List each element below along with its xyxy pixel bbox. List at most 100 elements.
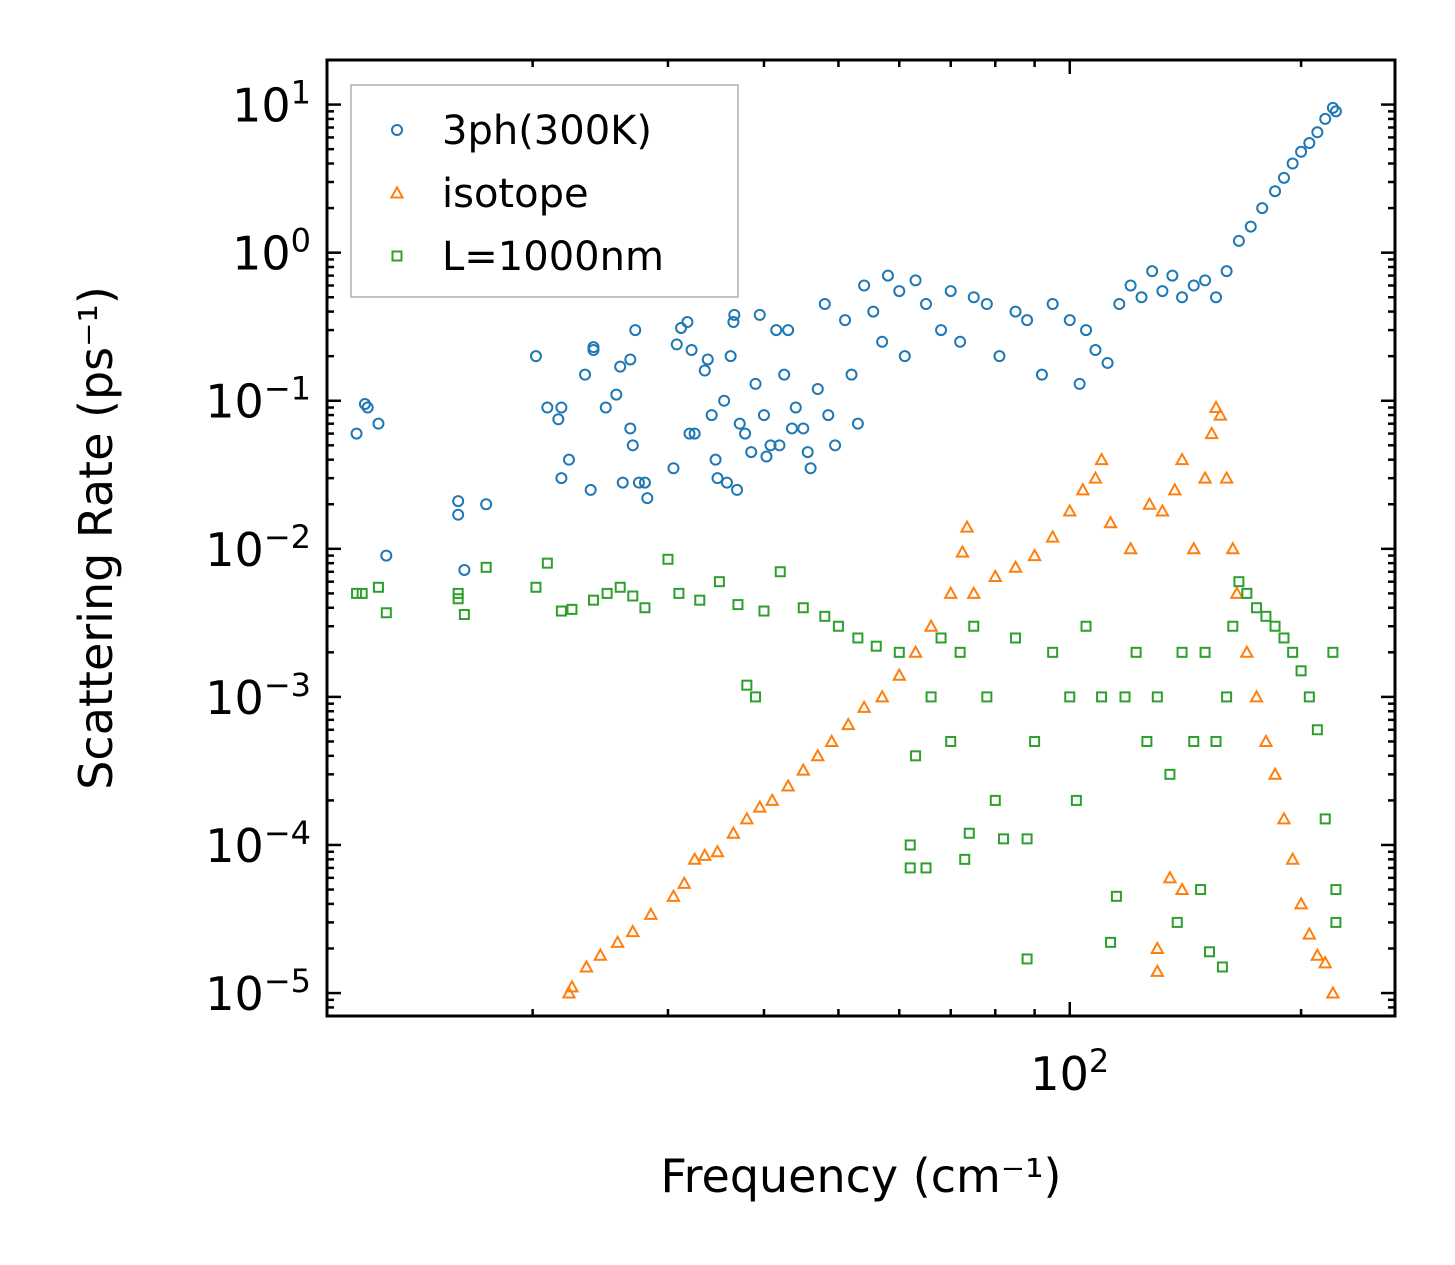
data-point bbox=[1233, 576, 1245, 588]
data-point bbox=[380, 549, 393, 562]
data-point bbox=[1330, 916, 1342, 928]
data-point bbox=[638, 476, 651, 489]
data-point bbox=[1269, 620, 1281, 632]
data-point bbox=[785, 422, 798, 435]
data-point bbox=[832, 620, 844, 632]
data-point bbox=[1249, 689, 1264, 703]
data-point bbox=[856, 699, 872, 713]
data-point bbox=[562, 453, 575, 466]
data-point bbox=[614, 581, 626, 593]
data-point bbox=[925, 691, 937, 703]
data-point bbox=[727, 316, 740, 329]
data-point bbox=[639, 602, 651, 614]
data-point bbox=[733, 417, 746, 430]
data-point bbox=[1046, 298, 1059, 311]
data-point bbox=[904, 862, 916, 874]
data-point bbox=[1105, 936, 1117, 948]
data-point bbox=[1204, 425, 1219, 440]
data-point bbox=[1295, 665, 1307, 677]
legend-box bbox=[350, 84, 739, 298]
data-point bbox=[601, 587, 613, 599]
legend-marker-1 bbox=[389, 185, 405, 199]
data-point bbox=[566, 603, 578, 615]
data-point bbox=[819, 610, 831, 622]
data-point bbox=[789, 401, 802, 414]
data-point bbox=[1325, 985, 1341, 999]
data-point bbox=[778, 368, 791, 381]
data-point bbox=[687, 851, 702, 865]
data-point bbox=[1327, 646, 1339, 658]
data-point bbox=[555, 472, 568, 485]
data-point bbox=[757, 409, 770, 422]
data-point bbox=[780, 778, 796, 792]
data-point bbox=[1080, 324, 1093, 337]
data-point bbox=[458, 609, 470, 621]
data-point bbox=[614, 360, 627, 373]
data-point bbox=[967, 291, 980, 304]
y-tick-label: 10−4 bbox=[205, 814, 311, 873]
data-point bbox=[552, 413, 565, 426]
data-point bbox=[968, 620, 980, 632]
data-point bbox=[1195, 884, 1207, 896]
data-point bbox=[681, 316, 694, 329]
data-point bbox=[1310, 947, 1325, 961]
y-axis-title: Scattering Rate (ps⁻¹) bbox=[69, 286, 123, 790]
data-point bbox=[739, 811, 755, 825]
data-point bbox=[529, 350, 542, 363]
data-point bbox=[1267, 766, 1283, 780]
data-point bbox=[858, 279, 871, 292]
data-point bbox=[1174, 452, 1190, 466]
data-point bbox=[610, 934, 625, 948]
data-point bbox=[1227, 620, 1239, 632]
data-point bbox=[541, 557, 553, 569]
data-point bbox=[845, 368, 858, 381]
data-point bbox=[1286, 157, 1299, 170]
data-point bbox=[361, 401, 374, 414]
data-point bbox=[797, 422, 810, 435]
data-point bbox=[852, 632, 864, 644]
data-point bbox=[824, 733, 839, 747]
data-point bbox=[851, 417, 864, 430]
data-point bbox=[1167, 482, 1183, 496]
data-point bbox=[1103, 515, 1118, 529]
data-point bbox=[1150, 963, 1165, 977]
data-point bbox=[810, 748, 826, 762]
data-point bbox=[701, 353, 714, 366]
data-point bbox=[876, 335, 889, 348]
y-tick-label: 10−1 bbox=[205, 370, 311, 429]
data-point bbox=[1303, 137, 1316, 150]
data-point bbox=[1303, 691, 1315, 703]
series-0 bbox=[350, 101, 1342, 576]
data-point bbox=[1027, 547, 1042, 562]
legend-label-2: L=1000nm bbox=[442, 234, 664, 280]
data-point bbox=[452, 508, 465, 521]
data-point bbox=[1062, 503, 1078, 517]
data-point bbox=[1124, 279, 1137, 292]
data-point bbox=[1075, 482, 1091, 496]
data-point bbox=[351, 587, 363, 599]
data-point bbox=[959, 519, 975, 533]
data-point bbox=[891, 667, 907, 681]
data-point bbox=[1251, 602, 1263, 614]
data-point bbox=[616, 476, 629, 489]
data-point bbox=[685, 344, 698, 357]
data-point bbox=[773, 439, 786, 452]
data-point bbox=[1258, 733, 1274, 747]
data-point bbox=[1293, 896, 1309, 910]
data-point bbox=[1239, 644, 1255, 658]
plot-frame bbox=[325, 58, 1397, 1018]
x-axis-title: Frequency (cm⁻¹) bbox=[661, 1149, 1062, 1203]
data-point bbox=[760, 450, 773, 463]
data-point bbox=[1319, 112, 1332, 125]
data-point bbox=[1089, 344, 1102, 357]
data-point bbox=[720, 476, 733, 489]
data-point bbox=[935, 324, 948, 337]
legend-label-1: isotope bbox=[442, 171, 589, 217]
data-point bbox=[627, 590, 639, 602]
data-point bbox=[898, 350, 911, 363]
data-point bbox=[1166, 269, 1179, 282]
y-tick-label: 10−2 bbox=[205, 518, 311, 577]
data-point bbox=[739, 427, 752, 440]
data-point bbox=[1021, 953, 1033, 965]
